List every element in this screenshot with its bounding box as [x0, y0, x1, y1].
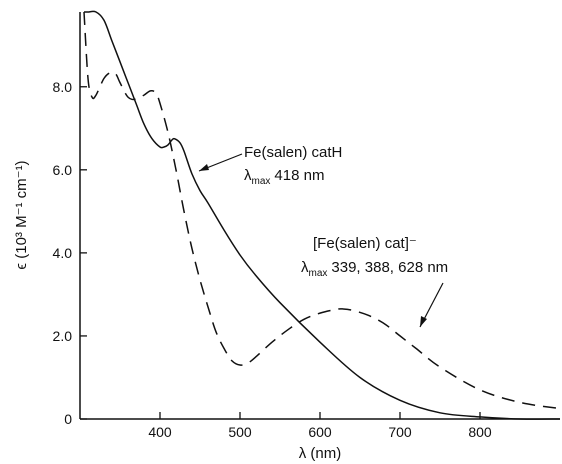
- annotation-1-value: 418 nm: [274, 167, 324, 184]
- annotation-2-line2: λmax 339, 388, 628 nm: [301, 259, 448, 279]
- annotation-1-lambda: λ: [244, 167, 252, 184]
- x-tick-label: 400: [148, 424, 172, 440]
- y-tick-label: 6.0: [53, 162, 73, 178]
- series-fe-salen-cath-line: [83, 10, 561, 420]
- annotation-2-lambda: λ: [301, 259, 309, 276]
- annotation-2-sub: max: [309, 268, 328, 279]
- annotation-fe-salen-cath: Fe(salen) catH λmax 418 nm: [198, 144, 342, 187]
- series-fe-salen-cat-anion-line: [83, 11, 561, 410]
- y-tick-label: 2.0: [53, 328, 73, 344]
- annotation-1-arrowhead: [199, 164, 209, 171]
- x-axis-title: λ (nm): [299, 445, 342, 462]
- annotation-1-sub: max: [252, 176, 271, 187]
- x-tick-label: 500: [228, 424, 252, 440]
- y-tick-label: 0: [64, 411, 72, 427]
- y-tick-label: 8.0: [53, 79, 73, 95]
- annotation-1-line2: λmax 418 nm: [244, 167, 324, 187]
- x-tick-label: 600: [308, 424, 332, 440]
- x-tick-label: 700: [388, 424, 412, 440]
- annotation-fe-salen-cat-anion: [Fe(salen) cat]⁻ λmax 339, 388, 628 nm: [301, 235, 448, 328]
- x-tick-label: 800: [468, 424, 492, 440]
- ticks: 400 500 600 700 800 0 2.0 4.0 6.0 8.0: [53, 79, 492, 440]
- annotation-2-line1: [Fe(salen) cat]⁻: [313, 235, 417, 252]
- y-axis-title: ϵ (10³ M⁻¹ cm⁻¹): [13, 160, 30, 269]
- annotation-2-arrowhead: [420, 316, 427, 327]
- series-group: [83, 10, 561, 420]
- annotation-2-value: 339, 388, 628 nm: [331, 259, 448, 276]
- y-tick-label: 4.0: [53, 245, 73, 261]
- axes: [79, 12, 560, 420]
- annotation-1-line1: Fe(salen) catH: [244, 144, 342, 161]
